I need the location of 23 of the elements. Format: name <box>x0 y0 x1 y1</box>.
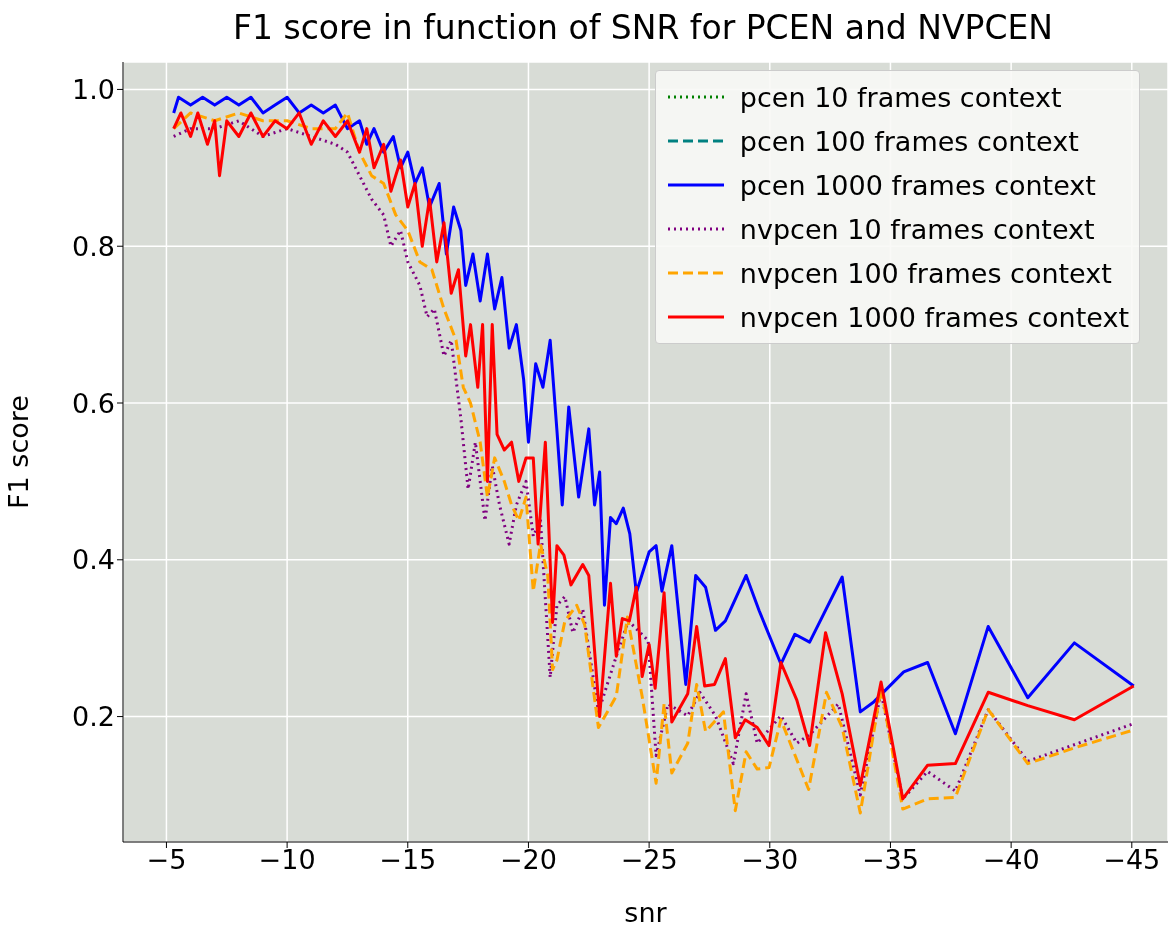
x-tick-label: −40 <box>982 844 1040 876</box>
x-axis-title: snr <box>624 897 668 928</box>
x-tick-label: −5 <box>146 844 187 876</box>
x-tick-label: −35 <box>861 844 919 876</box>
legend-label: pcen 100 frames context <box>739 125 1079 157</box>
y-tick-label: 0.8 <box>72 230 115 262</box>
chart-title: F1 score in function of SNR for PCEN and NVPCEN <box>232 8 1054 49</box>
y-axis-title: F1 score <box>2 395 34 509</box>
legend-label: nvpcen 10 frames context <box>739 213 1095 245</box>
legend-label: pcen 10 frames context <box>739 81 1062 113</box>
x-tick-label: −20 <box>499 844 557 876</box>
legend-label: nvpcen 100 frames context <box>739 257 1112 289</box>
y-tick-label: 0.2 <box>72 701 115 733</box>
legend-label: pcen 1000 frames context <box>739 169 1096 201</box>
x-tick-label: −25 <box>620 844 678 876</box>
x-tick-label: −15 <box>379 844 437 876</box>
y-tick-label: 0.6 <box>72 387 115 419</box>
y-tick-label: 1.0 <box>72 74 115 106</box>
x-tick-label: −30 <box>741 844 799 876</box>
x-tick-label: −45 <box>1103 844 1161 876</box>
legend-label: nvpcen 1000 frames context <box>739 301 1129 333</box>
y-tick-label: 0.4 <box>72 544 115 576</box>
x-tick-label: −10 <box>258 844 316 876</box>
